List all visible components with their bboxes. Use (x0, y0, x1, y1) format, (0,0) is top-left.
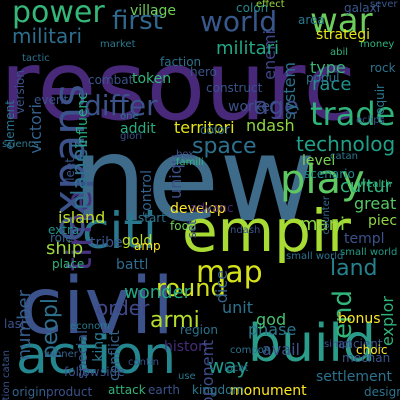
word-area: area (298, 14, 325, 26)
word-worker: worker (228, 100, 276, 114)
word-ndash: ndash (246, 118, 295, 134)
word-earth: earth (148, 384, 180, 396)
word-system: system (282, 62, 298, 120)
word-catan: catan (330, 152, 358, 162)
word-origin: origin (12, 386, 46, 398)
word-contin: contin (128, 358, 159, 368)
word-side: side (100, 366, 125, 378)
word-militari: militari (12, 26, 82, 46)
word-abil: abil (330, 48, 348, 58)
word-scenario: scenario (304, 168, 355, 180)
word-combat: combat (88, 74, 133, 86)
word-space: space (192, 136, 257, 158)
word-design: design (364, 386, 400, 398)
word-locat: locat (224, 364, 248, 374)
word-set: set (186, 220, 198, 238)
word-templ: templ (344, 232, 385, 246)
word-explor: explor (380, 296, 396, 346)
word-simpl: simpl (324, 340, 351, 350)
word-place: place (52, 258, 84, 270)
word-product: product (46, 386, 92, 398)
word-sciencs: sciencs (2, 140, 39, 150)
word-token: token (132, 72, 171, 86)
word-dice: dice (214, 270, 230, 303)
word-region: region (180, 324, 218, 336)
word-bonus: bonus (338, 312, 381, 326)
word-amp: amp (134, 240, 161, 252)
word-start: start (138, 212, 166, 224)
word-tactic: tactic (22, 54, 50, 64)
word-use: use (178, 372, 196, 382)
word-money: money (360, 40, 394, 50)
word-wealth: wealth (358, 180, 392, 190)
word-market: market (100, 40, 136, 50)
word-ndash: ndash (230, 226, 260, 236)
word-hero: hero (190, 66, 217, 78)
word-piec: piec (368, 214, 397, 228)
word-role: role (50, 232, 73, 244)
word-tribe: tribe (90, 236, 123, 250)
word-one: one (120, 112, 139, 122)
word-god: god (256, 312, 286, 328)
word-counter: counter (322, 196, 332, 234)
word-attack: attack (108, 384, 146, 396)
word-choic: choic (356, 344, 387, 356)
word-effect: effect (256, 0, 285, 10)
word-great: great (354, 196, 396, 212)
word-small-world: small world (286, 252, 343, 262)
word-king: king (92, 332, 106, 362)
word-version: version (14, 70, 26, 114)
word-winner: winner (44, 350, 78, 360)
word-famili: famili (176, 158, 204, 168)
word-color: color (200, 124, 230, 136)
word-compon: compon (230, 346, 270, 356)
word-wonder: wonder (124, 284, 191, 302)
word-village: village (130, 4, 176, 18)
word-influenc: influenc (76, 92, 90, 148)
word-small-world: small world (340, 248, 397, 258)
word-fleet: fleet (64, 158, 76, 185)
word-sever: sever (370, 0, 398, 10)
word-rock: rock (370, 62, 396, 74)
word-econom: econom (70, 322, 110, 332)
word-battl: battl (116, 258, 148, 272)
word-militari: militari (216, 40, 279, 58)
word-event: event (34, 94, 68, 106)
word-follow: follow (64, 366, 99, 378)
word-advanc: advanc (190, 202, 234, 214)
word-glori: glori (120, 132, 142, 142)
word-action-catan: action catan (2, 350, 12, 400)
word-last: last (4, 318, 26, 330)
word-settlement: settlement (316, 370, 392, 384)
word-kingdom: kingdom (192, 384, 244, 396)
word-construct: construct (206, 82, 262, 94)
word-popul: popul (306, 72, 340, 84)
word-requir: requir (374, 84, 386, 120)
